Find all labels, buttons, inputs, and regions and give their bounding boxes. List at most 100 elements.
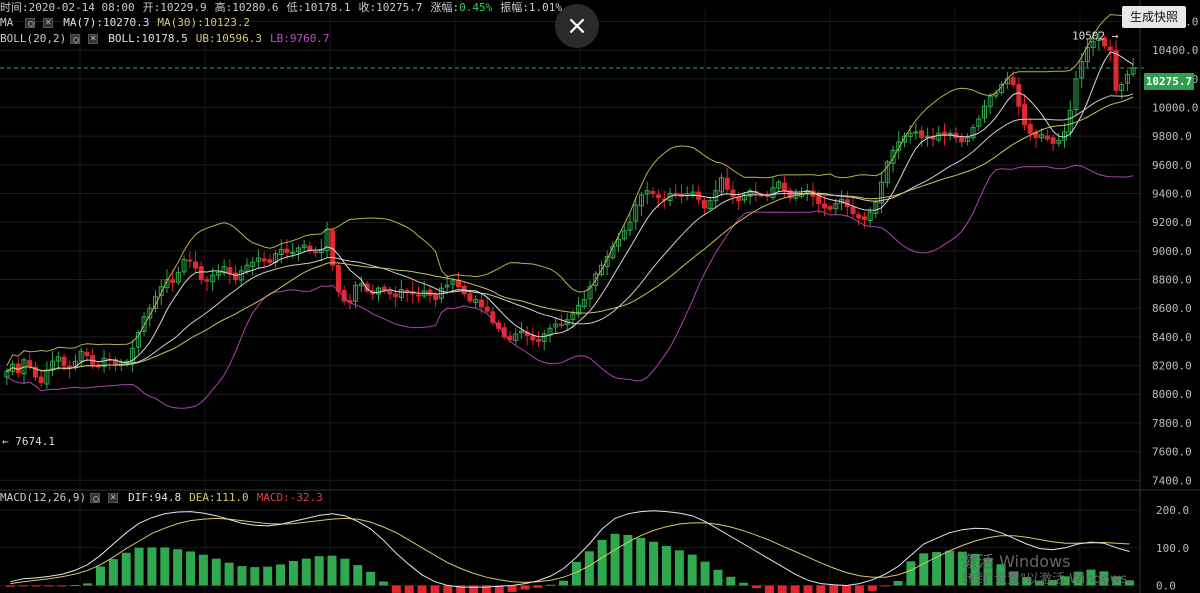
boll-label: BOLL(20,2) xyxy=(0,32,67,45)
macd-histogram-bar xyxy=(790,585,800,593)
macd-histogram-bar xyxy=(44,585,54,587)
macd-histogram-bar xyxy=(559,580,569,586)
candle-body xyxy=(981,105,987,119)
boll-close-icon[interactable] xyxy=(88,31,99,47)
candle-body xyxy=(44,369,50,385)
candle-body xyxy=(1096,38,1102,41)
macd-histogram-bar xyxy=(674,550,684,586)
snapshot-button[interactable]: 生成快照 xyxy=(1121,6,1186,28)
watermark-subtitle: 转到"设置"以激活 Windows。 xyxy=(962,572,1141,587)
y-axis-tick-label: 7600.0 xyxy=(1152,446,1192,459)
candle-body xyxy=(1073,78,1079,111)
macd-histogram-bar xyxy=(1112,576,1122,586)
y-axis-tick-label: 8000.0 xyxy=(1152,388,1192,401)
candle-body xyxy=(936,132,942,141)
macd-histogram-bar xyxy=(404,585,414,593)
candle-body xyxy=(295,247,301,253)
candle-body xyxy=(427,289,433,296)
info-close: 收:10275.7 xyxy=(358,1,423,14)
macd-histogram-bar xyxy=(919,553,929,586)
candle-body xyxy=(335,264,341,292)
macd-histogram-bar xyxy=(121,552,131,586)
candle-body xyxy=(581,299,587,307)
candle-body xyxy=(484,306,490,312)
candle-body xyxy=(450,280,456,285)
candle-body xyxy=(147,307,153,319)
boll-legend: BOLL(20,2) BOLL:10178.5 UB:10596.3 LB:97… xyxy=(0,31,338,47)
candle-body xyxy=(730,189,736,197)
candle-body xyxy=(741,194,747,201)
macd-histogram-bar xyxy=(893,581,903,586)
boll-lb-value: LB:9760.7 xyxy=(269,32,330,45)
macd-histogram-bar xyxy=(378,581,388,586)
candle-body xyxy=(1119,84,1125,91)
macd-histogram-bar xyxy=(816,585,826,593)
macd-dif-line xyxy=(10,510,1130,588)
macd-histogram-bar xyxy=(134,547,144,586)
candle-body xyxy=(221,266,227,274)
macd-histogram-bar xyxy=(700,561,710,586)
macd-histogram-bar xyxy=(430,585,440,593)
candle-body xyxy=(604,256,610,268)
candle-body xyxy=(130,347,136,364)
candle-body xyxy=(964,137,970,142)
candle-body xyxy=(135,332,141,348)
macd-histogram-bar xyxy=(18,585,28,587)
close-icon[interactable]: × xyxy=(555,4,599,48)
ma-settings-icon[interactable] xyxy=(25,18,36,28)
macd-axis-tick-label: 100.0 xyxy=(1156,542,1189,555)
macd-histogram-bar xyxy=(687,554,697,586)
macd-close-icon[interactable] xyxy=(108,490,119,506)
macd-settings-icon[interactable] xyxy=(90,493,101,503)
candle-body xyxy=(353,284,359,302)
info-change-label: 涨幅: xyxy=(430,1,460,14)
macd-histogram-bar xyxy=(944,550,954,586)
candle-body xyxy=(210,274,216,283)
candle-body xyxy=(375,287,381,295)
macd-histogram-bar xyxy=(854,585,864,593)
candle-body xyxy=(553,323,559,328)
boll-settings-icon[interactable] xyxy=(70,34,81,44)
macd-histogram-bar xyxy=(314,556,324,586)
candle-body xyxy=(415,294,421,297)
macd-histogram-bar xyxy=(1073,571,1083,586)
candle-body xyxy=(364,283,370,292)
macd-histogram-bar xyxy=(739,582,749,586)
candle-body xyxy=(747,190,753,197)
candle-body xyxy=(158,286,164,296)
candle-body xyxy=(713,190,719,202)
candle-body xyxy=(724,177,730,190)
ma-close-icon[interactable] xyxy=(43,15,54,31)
candle-body xyxy=(164,279,170,289)
candle-body xyxy=(496,322,502,329)
macd-histogram-bar xyxy=(70,585,80,587)
y-axis-tick-label: 7400.0 xyxy=(1152,474,1192,487)
candle-body xyxy=(1130,67,1136,75)
macd-histogram-bar xyxy=(957,551,967,586)
macd-label: MACD(12,26,9) xyxy=(0,491,87,504)
macd-histogram-bar xyxy=(160,547,170,586)
candle-body xyxy=(850,206,856,215)
info-low: 低:10178.1 xyxy=(286,1,351,14)
candle-body xyxy=(10,363,16,372)
y-axis-tick-label: 10400.0 xyxy=(1152,44,1198,57)
macd-histogram-bar xyxy=(481,585,491,593)
ohlc-info-bar: 时间:2020-02-14 08:00 开:10229.9 高:10280.6 … xyxy=(0,0,570,16)
candle-body xyxy=(707,200,713,209)
macd-histogram-bar xyxy=(1047,580,1057,586)
macd-histogram-bar xyxy=(752,585,762,589)
candle-body xyxy=(1067,109,1073,133)
candle-body xyxy=(255,257,261,262)
candle-body xyxy=(959,135,965,143)
candle-body xyxy=(1102,37,1108,47)
macd-histogram-bar xyxy=(276,564,286,586)
y-axis-tick-label: 9800.0 xyxy=(1152,130,1192,143)
candle-body xyxy=(112,359,118,367)
candle-body xyxy=(61,356,67,367)
info-time: 时间:2020-02-14 08:00 xyxy=(0,1,135,14)
macd-histogram-bar xyxy=(263,566,273,586)
candle-body xyxy=(884,161,890,184)
candle-body xyxy=(781,182,787,192)
macd-histogram-bar xyxy=(584,551,594,586)
